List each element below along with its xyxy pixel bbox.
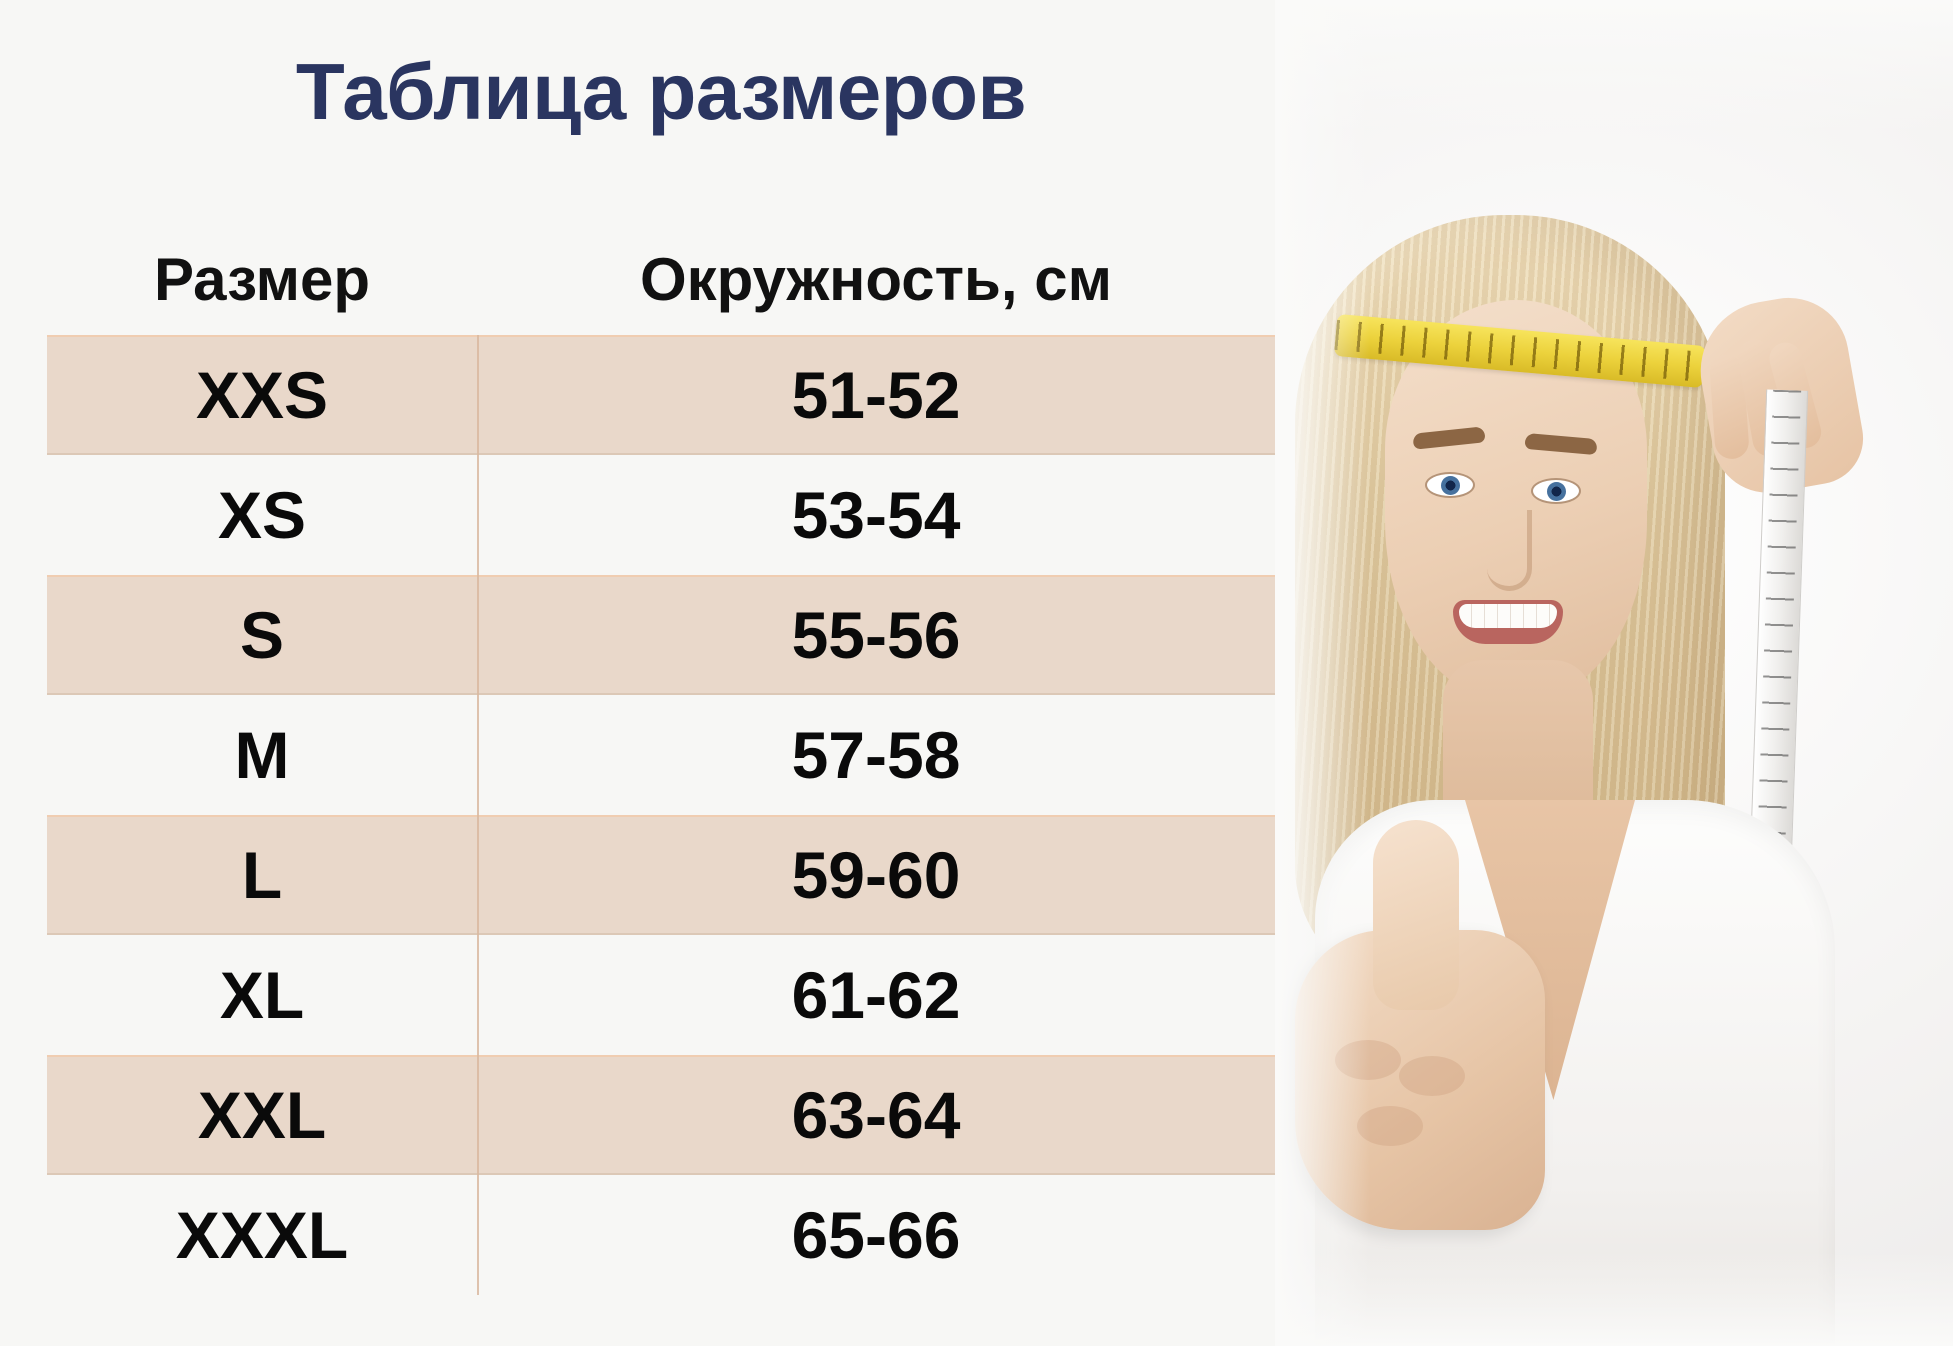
knuckle [1335,1040,1401,1080]
teeth [1459,604,1557,628]
eye-right [1531,478,1581,504]
cell-circumference: 53-54 [791,478,961,552]
cell-circumference: 61-62 [791,958,961,1032]
cell-size: L [241,838,283,912]
table-row: XL 61-62 [47,935,1275,1055]
cell-circumference: 57-58 [791,718,961,792]
cell-circumference: 59-60 [791,838,961,912]
table-row: M 57-58 [47,695,1275,815]
cell-size: XL [219,958,305,1032]
table-header-row: Размер Окружность, см [47,225,1275,335]
column-header-size: Размер [153,246,371,313]
knuckle [1399,1056,1465,1096]
mouth [1453,600,1563,644]
cell-size: M [234,718,290,792]
cell-circumference: 65-66 [791,1198,961,1272]
thumb [1373,820,1459,1010]
table-row: S 55-56 [47,575,1275,695]
table-row: XXXL 65-66 [47,1175,1275,1295]
table-row: L 59-60 [47,815,1275,935]
table-body: XXS 51-52 XS 53-54 S 55-56 M 57-58 L 59-… [47,335,1275,1295]
iris-right [1547,481,1566,501]
cell-size: XXL [197,1078,327,1152]
cell-size: S [239,598,285,672]
model-photo [1275,0,1953,1346]
column-header-circumference: Окружность, см [639,246,1113,313]
size-chart-table: Размер Окружность, см XXS 51-52 XS 53-54… [47,225,1275,1295]
table-row: XS 53-54 [47,455,1275,575]
nose [1487,510,1532,591]
cell-size: XXXL [175,1198,349,1272]
cell-circumference: 51-52 [791,358,961,432]
eye-left [1425,472,1475,498]
page-title: Таблица размеров [295,47,1027,136]
cell-circumference: 63-64 [791,1078,961,1152]
thumbs-up-hand [1295,820,1545,1230]
iris-left [1441,475,1460,495]
table-row: XXS 51-52 [47,335,1275,455]
knuckle [1357,1106,1423,1146]
cell-circumference: 55-56 [791,598,961,672]
table-row: XXL 63-64 [47,1055,1275,1175]
cell-size: XXS [195,358,329,432]
cell-size: XS [217,478,307,552]
